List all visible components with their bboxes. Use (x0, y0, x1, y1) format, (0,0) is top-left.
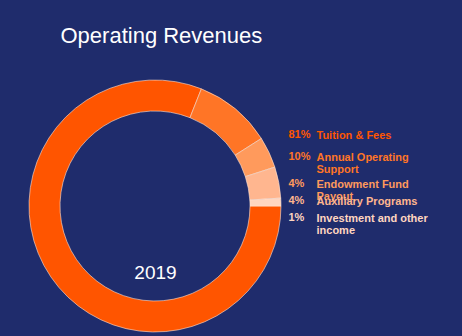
svg-text:2019: 2019 (134, 262, 176, 283)
svg-text:Tuition & Fees: Tuition & Fees (317, 129, 392, 141)
svg-text:Investment and otherincome: Investment and otherincome (317, 212, 429, 236)
svg-text:1%: 1% (289, 211, 305, 223)
svg-text:Annual OperatingSupport: Annual OperatingSupport (317, 151, 409, 175)
svg-text:Auxiliary Programs: Auxiliary Programs (317, 195, 418, 207)
svg-text:4%: 4% (289, 177, 305, 189)
svg-text:10%: 10% (289, 150, 311, 162)
svg-text:4%: 4% (289, 194, 305, 206)
svg-text:Operating Revenues: Operating Revenues (61, 23, 263, 48)
svg-text:81%: 81% (289, 128, 311, 140)
